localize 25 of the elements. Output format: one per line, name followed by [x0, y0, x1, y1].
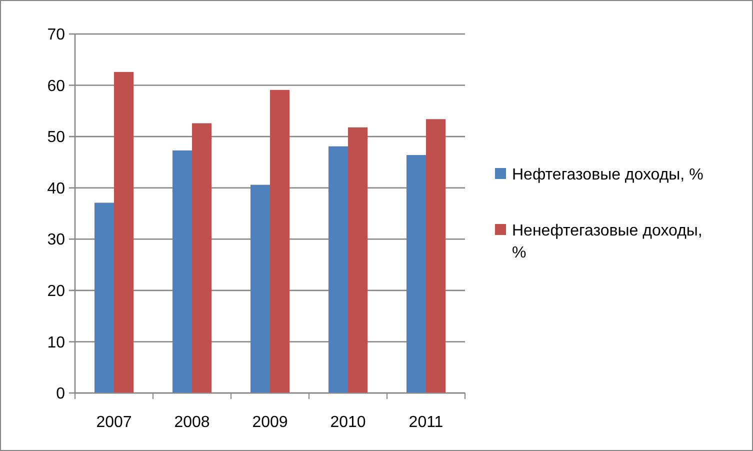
bar — [426, 119, 446, 393]
bar — [114, 72, 134, 393]
bar — [328, 146, 348, 393]
y-tick-label: 30 — [47, 232, 66, 249]
x-tick-label: 2010 — [330, 414, 366, 431]
bar — [270, 90, 290, 393]
bar — [192, 123, 212, 393]
bar — [172, 150, 192, 393]
bar — [348, 127, 368, 393]
bar — [406, 155, 426, 393]
y-tick-label: 50 — [47, 129, 66, 146]
x-tick-label: 2009 — [252, 414, 288, 431]
x-tick-label: 2007 — [96, 414, 132, 431]
x-tick-label: 2008 — [174, 414, 210, 431]
y-tick-label: 70 — [47, 26, 66, 44]
y-tick-label: 0 — [56, 386, 66, 403]
y-tick-label: 60 — [47, 78, 66, 95]
bar — [94, 202, 114, 393]
y-tick-label: 20 — [47, 283, 66, 300]
bar — [250, 184, 270, 393]
x-tick-label: 2011 — [408, 414, 444, 431]
legend-label: Нефтегазовые доходы, % — [512, 166, 704, 184]
y-tick-label: 40 — [47, 180, 66, 198]
legend-label: Ненефтегазовые доходы, % — [512, 222, 702, 262]
y-tick-label: 10 — [47, 334, 66, 352]
